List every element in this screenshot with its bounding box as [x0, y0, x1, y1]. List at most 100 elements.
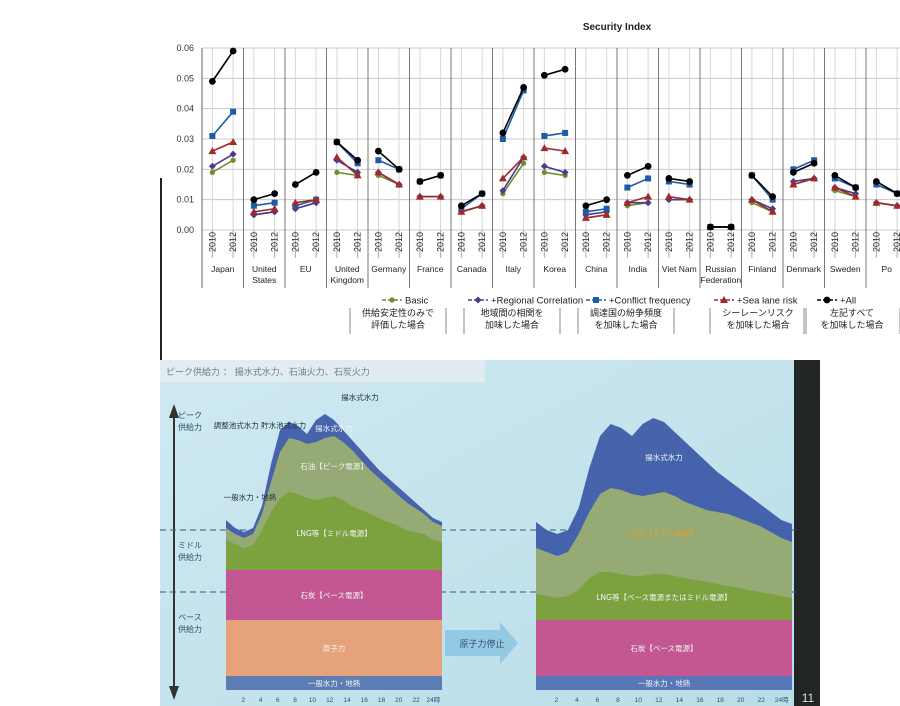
x-tick-label: 22 — [758, 697, 766, 704]
series-line — [336, 141, 359, 161]
data-point — [208, 147, 217, 155]
category-label: Korea — [543, 264, 566, 274]
callout-label: 調整池式水力 貯水池式水力 — [214, 420, 306, 430]
legend-note-bracket — [803, 308, 900, 334]
area-label: LNG等【ミドル電源】 — [296, 528, 372, 538]
series-line — [585, 207, 607, 213]
series-line — [751, 174, 774, 198]
data-point — [541, 169, 547, 175]
category-label: Viet Nam — [662, 264, 697, 274]
data-point — [789, 168, 797, 176]
year-tick-label: 2012 — [519, 232, 529, 252]
slide-header: ピーク供給力 ： 揚水式水力、石油火力、石炭火力 — [166, 366, 370, 378]
svg-text:ピーク: ピーク — [178, 411, 202, 420]
data-point — [354, 156, 362, 164]
data-point — [334, 169, 340, 175]
category-label: Kingdom — [330, 275, 364, 285]
series-line — [627, 165, 649, 177]
year-tick-label: 2010 — [498, 232, 508, 252]
series-line — [544, 171, 566, 177]
area-label: 揚水式水力 — [315, 423, 353, 433]
x-tick-label: 12 — [655, 697, 663, 704]
year-tick-label: 2012 — [851, 232, 861, 252]
data-point — [593, 297, 599, 303]
area-layer — [536, 620, 792, 690]
area-label: 石油【ミドル電源】 — [630, 528, 698, 538]
year-tick-label: 2012 — [270, 232, 280, 252]
data-point — [230, 157, 236, 163]
legend-label: +All — [840, 296, 856, 307]
data-point — [520, 84, 528, 91]
legend-label: Basic — [405, 296, 428, 307]
x-tick-label: 4 — [575, 697, 579, 704]
category-label: Russian — [705, 264, 736, 274]
year-tick-label: 2012 — [809, 232, 819, 252]
x-tick-label: 4 — [259, 697, 263, 704]
series-line — [502, 90, 525, 140]
y-tick-label: 0.00 — [176, 225, 194, 235]
y-tick-label: 0.04 — [176, 104, 194, 114]
data-point — [561, 147, 570, 155]
series-line — [502, 162, 525, 195]
area-label: 一般水力・地熱 — [638, 678, 691, 688]
data-point — [395, 180, 404, 188]
category-label: Denmark — [787, 264, 822, 274]
series-line — [336, 156, 359, 177]
data-point — [789, 180, 798, 188]
category-label: Italy — [505, 264, 521, 274]
legend-note: を加味した場合 — [820, 319, 883, 331]
svg-text:供給力: 供給力 — [178, 624, 202, 634]
series-line — [751, 198, 774, 213]
category-label: Federation — [700, 275, 741, 285]
data-point — [540, 71, 548, 79]
data-point — [353, 171, 362, 179]
year-tick-label: 2010 — [622, 232, 632, 252]
data-point — [664, 192, 673, 200]
series-line — [585, 211, 607, 216]
svg-text:ベース: ベース — [178, 613, 202, 622]
data-point — [830, 183, 839, 191]
series-line — [419, 174, 441, 183]
data-point — [831, 172, 839, 179]
legend-note: を加味した場合 — [594, 319, 657, 331]
legend-note: を加味した場合 — [726, 319, 789, 331]
series-line — [793, 159, 815, 171]
x-tick-label: 16 — [361, 697, 369, 704]
year-tick-label: 2010 — [539, 232, 549, 252]
year-tick-label: 2012 — [477, 232, 487, 252]
year-tick-label: 2010 — [332, 232, 342, 252]
x-tick-label: 16 — [696, 697, 704, 704]
year-tick-label: 2012 — [560, 232, 570, 252]
data-point — [374, 147, 382, 155]
data-point — [312, 168, 320, 176]
year-tick-label: 2012 — [768, 232, 778, 252]
legend-note: 左記すべて — [830, 307, 874, 319]
series-line — [585, 214, 607, 219]
year-tick-label: 2010 — [373, 232, 383, 252]
svg-text:ミドル: ミドル — [178, 541, 202, 550]
series-line — [211, 159, 234, 174]
series-line — [793, 177, 815, 186]
legend-note: 供給安定性のみで — [362, 307, 434, 319]
series-line — [377, 150, 400, 170]
legend-note: 評価した場合 — [371, 319, 425, 331]
x-tick-label: 18 — [717, 697, 725, 704]
year-tick-label: 2012 — [353, 232, 363, 252]
x-tick-label: 8 — [293, 697, 297, 704]
area-label: 原子力 — [323, 643, 346, 653]
data-point — [457, 207, 466, 215]
category-label: States — [252, 275, 276, 285]
legend-note-bracket — [577, 308, 675, 334]
data-point — [250, 196, 258, 204]
y-tick-label: 0.06 — [176, 43, 194, 53]
series-line — [544, 68, 566, 77]
data-point — [292, 202, 299, 209]
legend-label: +Regional Correlation — [491, 296, 583, 307]
series-line — [502, 87, 525, 134]
